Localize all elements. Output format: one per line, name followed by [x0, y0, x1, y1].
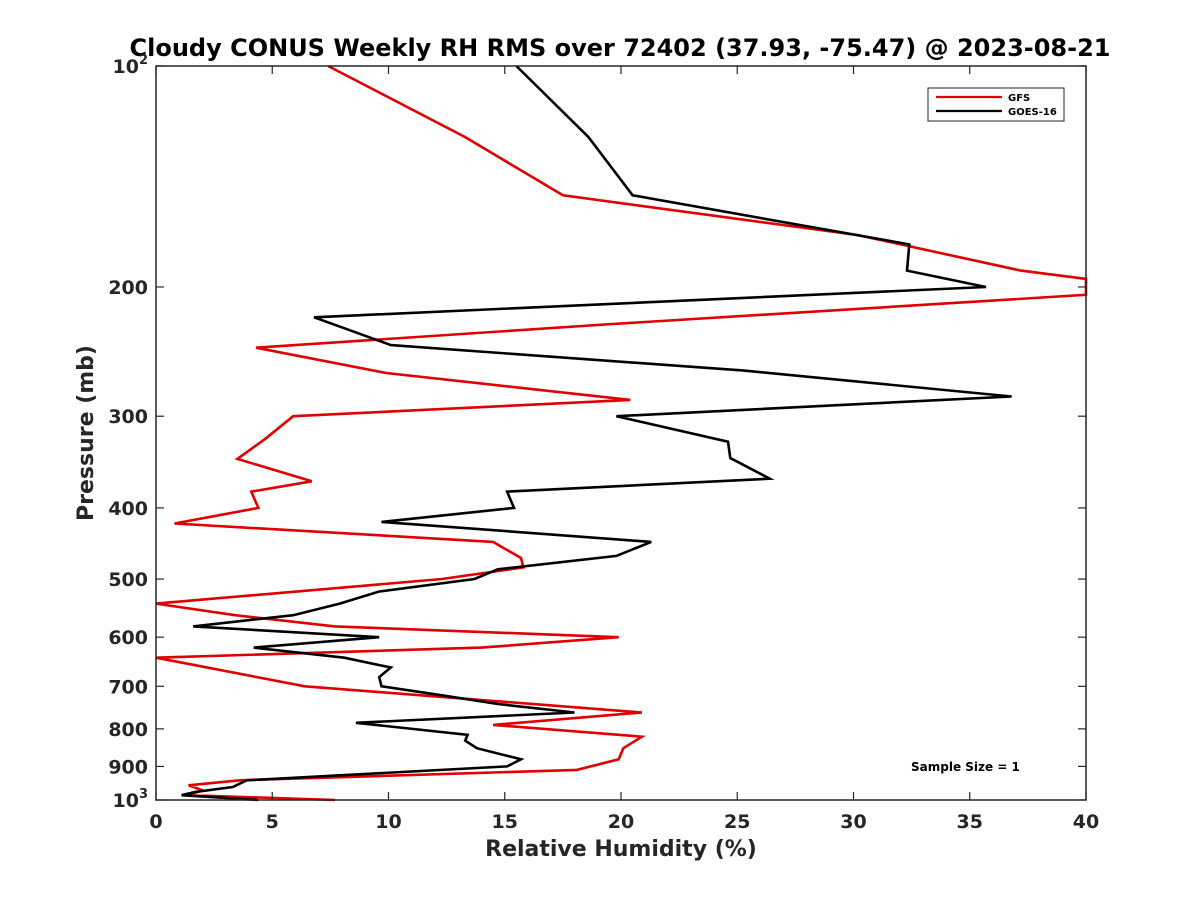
y-axis: 102 200 300 400 500 600 700 800 900 103: [108, 53, 1086, 812]
chart-title: Cloudy CONUS Weekly RH RMS over 72402 (3…: [130, 34, 1111, 62]
x-axis-label: Relative Humidity (%): [485, 837, 757, 862]
y-tick-label: 102: [113, 53, 149, 78]
x-tick-label: 5: [266, 811, 279, 833]
x-tick-label: 20: [608, 811, 634, 833]
x-tick-label: 25: [724, 811, 750, 833]
legend: GFS GOES-16: [927, 87, 1065, 122]
series-line-gfs: [155, 64, 1088, 802]
y-axis-label: Pressure (mb): [74, 345, 99, 521]
x-axis: 0 5 10 15 20 25 30 35 40: [149, 66, 1099, 833]
y-tick-label: 500: [108, 569, 148, 591]
y-tick-label: 700: [108, 676, 148, 698]
x-tick-label: 30: [840, 811, 866, 833]
legend-box: [927, 87, 1065, 122]
y-tick-label: 900: [108, 756, 148, 778]
plot-frame: [155, 65, 1087, 801]
y-tick-label: 600: [108, 627, 148, 649]
legend-label-gfs: GFS: [1008, 93, 1030, 104]
y-tick-label: 800: [108, 719, 148, 741]
y-tick-label: 200: [108, 277, 148, 299]
plot-area: [155, 64, 1088, 802]
y-tick-label: 103: [113, 787, 149, 812]
x-tick-label: 10: [375, 811, 401, 833]
x-tick-label: 35: [957, 811, 983, 833]
y-tick-label: 300: [108, 406, 148, 428]
x-tick-label: 40: [1073, 811, 1099, 833]
x-tick-label: 15: [492, 811, 518, 833]
sample-size-annotation: Sample Size = 1: [911, 760, 1020, 774]
series-line-goes-16: [181, 65, 1012, 802]
x-tick-label: 0: [149, 811, 162, 833]
y-tick-label: 400: [108, 498, 148, 520]
legend-label-goes-16: GOES-16: [1008, 107, 1057, 118]
